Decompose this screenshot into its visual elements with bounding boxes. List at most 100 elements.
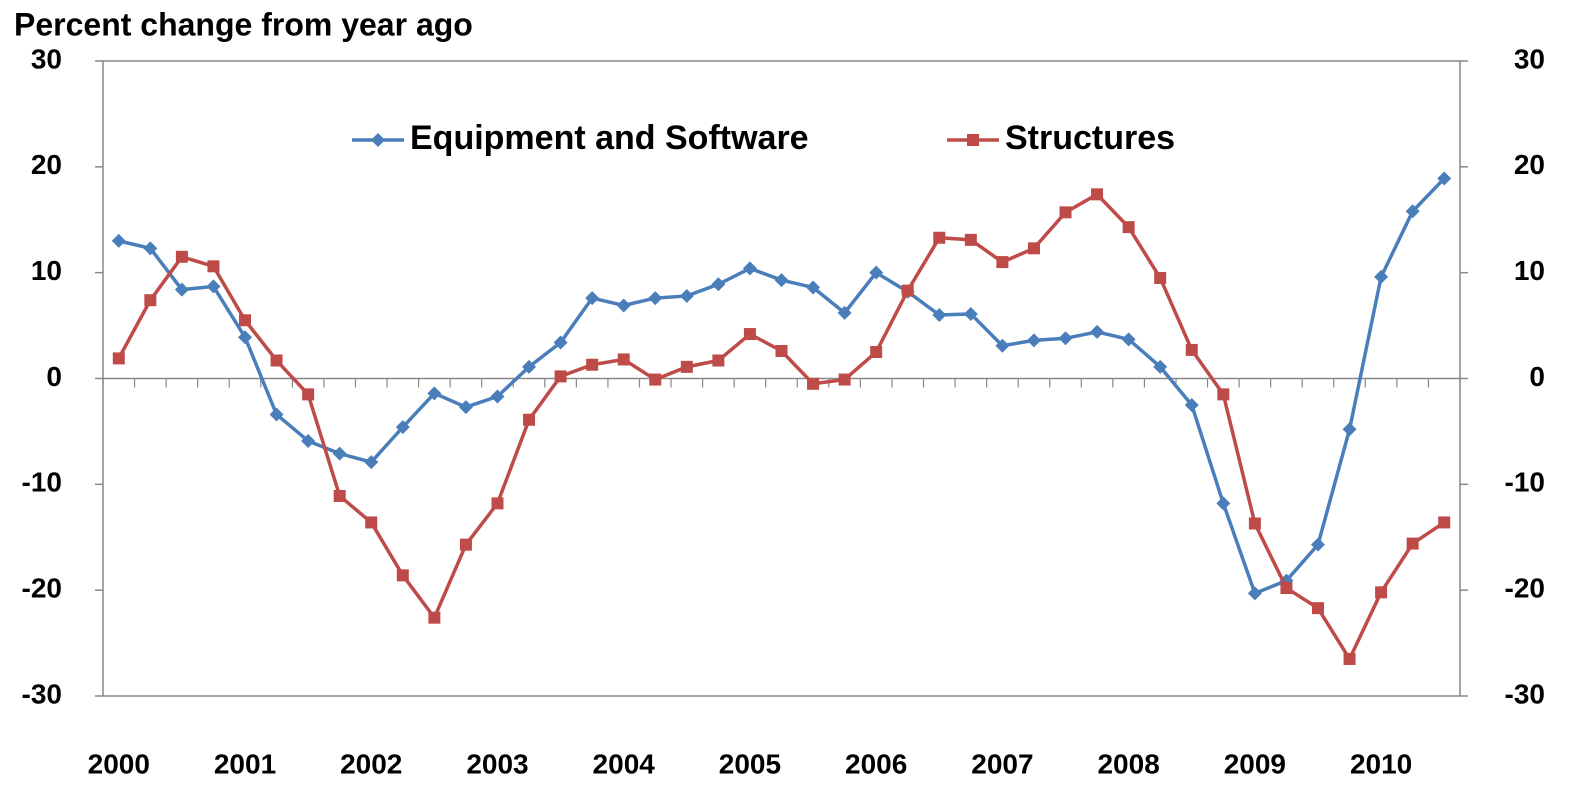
data-point <box>586 358 599 371</box>
data-point <box>775 344 788 357</box>
data-point <box>302 388 315 401</box>
data-point <box>1438 516 1451 529</box>
data-point <box>807 377 820 390</box>
legend-marker <box>967 134 979 146</box>
data-point <box>1091 188 1104 201</box>
data-point <box>553 335 568 350</box>
data-point <box>774 273 789 288</box>
data-point <box>1185 343 1198 356</box>
y2-tick-label: 30 <box>1514 43 1545 74</box>
y-tick-label: 30 <box>31 43 62 74</box>
series-line <box>117 192 1446 663</box>
x-tick-label: 2004 <box>593 748 656 779</box>
data-point <box>711 277 726 292</box>
data-point <box>427 386 442 401</box>
data-point <box>1121 332 1136 347</box>
data-point <box>869 265 884 280</box>
x-tick-label: 2000 <box>88 748 150 779</box>
data-point <box>144 294 157 307</box>
x-tick-label: 2006 <box>845 748 907 779</box>
data-point <box>458 400 473 415</box>
data-point <box>806 280 821 295</box>
y-tick-label: 20 <box>31 149 62 180</box>
y2-tick-label: 20 <box>1514 149 1545 180</box>
y-tick-label: -30 <box>22 678 62 709</box>
x-tick-label: 2010 <box>1350 748 1412 779</box>
data-point <box>428 611 441 624</box>
data-point <box>743 328 756 341</box>
data-point <box>523 413 536 426</box>
data-point <box>522 359 537 374</box>
data-point <box>1310 537 1325 552</box>
x-tick-label: 2007 <box>971 748 1033 779</box>
data-point <box>838 373 851 386</box>
data-point <box>459 538 472 551</box>
x-tick-label: 2008 <box>1097 748 1159 779</box>
data-point <box>1122 221 1135 234</box>
y-tick-label: 0 <box>46 361 62 392</box>
y2-tick-label: 0 <box>1529 361 1545 392</box>
data-point <box>238 330 253 345</box>
data-point <box>1217 388 1230 401</box>
y2-tick-label: 10 <box>1514 255 1545 286</box>
y2-tick-label: -30 <box>1505 678 1545 709</box>
data-point <box>1280 582 1293 595</box>
data-point <box>1216 496 1231 511</box>
data-point <box>963 306 978 321</box>
y-tick-label: 10 <box>31 255 62 286</box>
data-point <box>112 352 125 365</box>
data-point <box>1154 271 1167 284</box>
data-point <box>1090 324 1105 339</box>
data-point <box>1059 206 1072 219</box>
data-point <box>1058 331 1073 346</box>
data-point <box>143 241 158 256</box>
data-point <box>1247 586 1262 601</box>
data-point <box>837 305 852 320</box>
data-point <box>490 389 505 404</box>
data-point <box>1153 359 1168 374</box>
data-point <box>1375 586 1388 599</box>
data-point <box>964 233 977 246</box>
data-point <box>269 407 284 422</box>
x-tick-label: 2005 <box>719 748 781 779</box>
x-tick-label: 2001 <box>214 748 276 779</box>
y2-tick-label: -10 <box>1505 467 1545 498</box>
data-point <box>111 233 126 248</box>
data-point <box>1437 171 1452 186</box>
data-point <box>1027 242 1040 255</box>
data-point <box>1184 397 1199 412</box>
x-tick-label: 2009 <box>1224 748 1286 779</box>
data-point <box>901 284 914 297</box>
y-axis-title: Percent change from year ago <box>14 6 473 42</box>
data-point <box>932 308 947 322</box>
data-point <box>1248 517 1261 530</box>
data-point <box>648 291 663 306</box>
series-line <box>118 177 1446 596</box>
data-point <box>207 260 220 273</box>
data-point <box>585 291 600 306</box>
data-point <box>616 298 631 313</box>
data-point <box>679 288 694 303</box>
data-point <box>870 346 883 359</box>
legend-label: Structures <box>1005 119 1175 157</box>
data-point <box>333 489 346 502</box>
data-point <box>554 370 567 383</box>
data-point <box>1343 652 1356 665</box>
y-tick-label: -10 <box>22 467 62 498</box>
data-point <box>206 279 221 294</box>
data-point <box>395 420 410 435</box>
data-point <box>933 231 946 244</box>
x-tick-label: 2003 <box>466 748 528 779</box>
data-point <box>365 516 378 529</box>
data-point <box>1405 204 1420 219</box>
data-point <box>174 282 189 297</box>
data-point <box>680 360 693 373</box>
data-point <box>1406 537 1419 550</box>
data-point <box>617 353 630 366</box>
data-point <box>1311 602 1324 615</box>
y2-tick-label: -20 <box>1505 573 1545 604</box>
legend-marker <box>371 133 385 147</box>
y-tick-label: -20 <box>22 573 62 604</box>
